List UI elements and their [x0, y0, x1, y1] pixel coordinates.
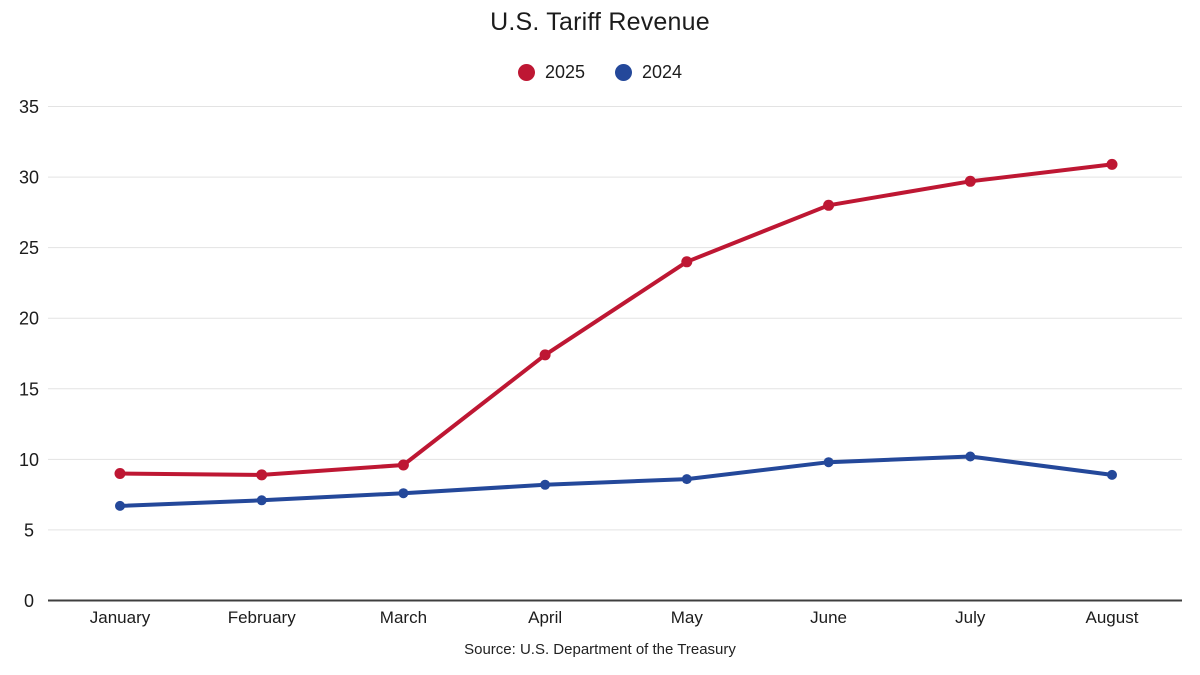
y-axis-label-10: 10 — [19, 450, 39, 470]
line-2024 — [118, 454, 1114, 508]
point-2025-june[interactable] — [823, 199, 835, 211]
point-2025-april[interactable] — [539, 349, 551, 361]
legend-item-2024[interactable]: 2024 — [615, 62, 682, 83]
x-axis-label-april: April — [528, 608, 562, 627]
x-axis-label-july: July — [955, 608, 986, 627]
point-2024-august[interactable] — [1107, 469, 1117, 480]
x-axis-label-august: August — [1086, 608, 1139, 627]
point-2025-august[interactable] — [1106, 158, 1118, 170]
point-2025-may[interactable] — [681, 256, 693, 268]
point-2025-march[interactable] — [397, 459, 409, 471]
legend-label-2024: 2024 — [642, 62, 683, 82]
chart-title: U.S. Tariff Revenue — [490, 8, 710, 36]
point-2025-january[interactable] — [114, 468, 126, 479]
y-axis-label-30: 30 — [19, 168, 39, 188]
point-2024-july[interactable] — [965, 451, 976, 462]
y-axis-label-15: 15 — [19, 379, 39, 399]
legend-dot-2025 — [517, 64, 535, 81]
legend: 2025 2024 — [0, 62, 1200, 83]
y-axis-label-0: 0 — [24, 591, 34, 611]
legend-item-2025[interactable]: 2025 — [517, 62, 585, 83]
x-axis-label-february: February — [228, 608, 297, 627]
x-axis-label-june: June — [810, 608, 847, 627]
point-2024-february[interactable] — [256, 495, 267, 506]
line-2025 — [118, 162, 1114, 477]
legend-dot-2024 — [615, 64, 632, 81]
y-axis-label-25: 25 — [19, 238, 39, 258]
y-axis-label-20: 20 — [19, 309, 39, 329]
source-note: Source: U.S. Department of the Treasury — [464, 641, 736, 658]
point-2024-april[interactable] — [540, 479, 551, 490]
point-2024-june[interactable] — [823, 457, 834, 468]
point-2025-february[interactable] — [256, 469, 268, 481]
legend-label-2025: 2025 — [544, 62, 585, 82]
point-2024-january[interactable] — [115, 500, 125, 511]
point-2024-may[interactable] — [681, 474, 692, 485]
x-axis-label-january: January — [90, 608, 151, 627]
y-axis-label-5: 5 — [24, 520, 34, 540]
x-axis-label-may: May — [671, 608, 704, 627]
point-2025-july[interactable] — [964, 175, 976, 187]
x-axis-label-march: March — [380, 608, 427, 627]
y-axis-label-35: 35 — [19, 97, 39, 117]
point-2024-march[interactable] — [398, 488, 409, 499]
